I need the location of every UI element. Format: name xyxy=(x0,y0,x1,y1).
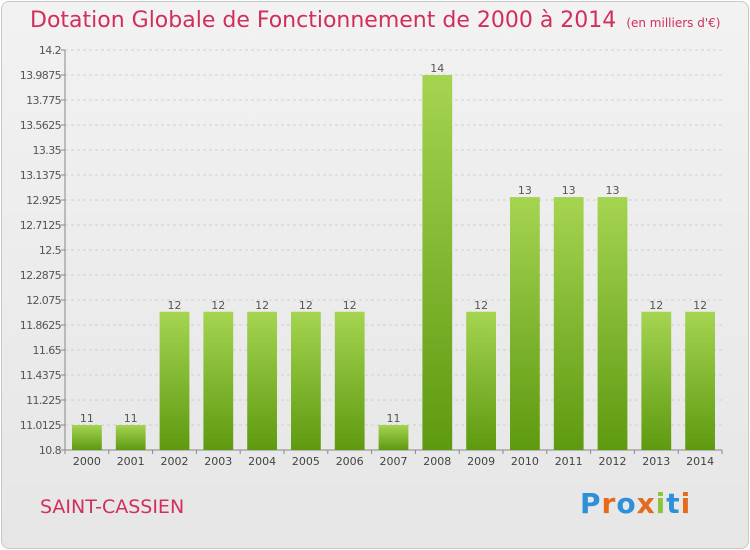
x-axis: 2000 2001 2002 2003 2004 2005 2006 2007 2008 2009… xyxy=(64,450,723,468)
data-label: 11 xyxy=(124,412,138,425)
data-label: 12 xyxy=(474,299,488,312)
chart-title: Dotation Globale de Fonctionnement de 20… xyxy=(30,8,721,33)
x-tick-label: 2008 xyxy=(423,455,451,468)
bar xyxy=(641,311,672,450)
bars xyxy=(72,75,715,450)
bar xyxy=(422,75,453,450)
y-tick-label: 11.0125 xyxy=(20,419,62,432)
x-tick-label: 2012 xyxy=(599,455,627,468)
bar xyxy=(334,311,365,450)
x-tick-label: 2002 xyxy=(161,455,189,468)
data-label: 12 xyxy=(343,299,357,312)
bar xyxy=(247,311,277,450)
bar xyxy=(510,197,540,450)
bar xyxy=(72,425,102,450)
logo-letter: i xyxy=(680,487,692,520)
logo-letter: o xyxy=(616,487,637,520)
data-label: 14 xyxy=(430,62,444,75)
bar xyxy=(378,425,409,450)
data-label: 12 xyxy=(211,299,225,312)
chart-subtitle: (en milliers d'€) xyxy=(626,16,721,30)
y-tick-label: 11.225 xyxy=(26,394,61,407)
x-tick-label: 2000 xyxy=(73,455,101,468)
city-name: SAINT-CASSIEN xyxy=(40,496,185,518)
x-tick-label: 2011 xyxy=(555,455,583,468)
y-tick-label: 12.2875 xyxy=(20,269,62,282)
bar xyxy=(553,197,584,450)
data-label: 12 xyxy=(649,299,663,312)
bar xyxy=(685,311,715,450)
y-tick-label: 12.925 xyxy=(26,194,61,207)
y-tick-label: 14.2 xyxy=(39,44,61,57)
x-tick-label: 2001 xyxy=(117,455,145,468)
logo-letter: i xyxy=(655,487,667,520)
x-tick-label: 2009 xyxy=(467,455,495,468)
logo-letter: P xyxy=(580,487,602,520)
y-tick-label: 12.7125 xyxy=(20,219,62,232)
data-label: 13 xyxy=(606,184,620,197)
x-tick-label: 2006 xyxy=(336,455,364,468)
proxiti-logo: Proxiti xyxy=(580,487,691,520)
bar xyxy=(597,197,628,450)
y-tick-label: 11.8625 xyxy=(20,319,62,332)
bar xyxy=(203,311,234,450)
x-tick-label: 2004 xyxy=(248,455,276,468)
x-tick-label: 2014 xyxy=(686,455,714,468)
y-tick-label: 11.65 xyxy=(33,344,62,357)
bar xyxy=(466,311,496,450)
logo-letter: t xyxy=(666,487,681,520)
y-tick-label: 13.5625 xyxy=(20,119,62,132)
y-tick-label: 12.075 xyxy=(26,294,61,307)
y-tick-label: 11.4375 xyxy=(20,369,62,382)
y-tick-label: 13.35 xyxy=(33,144,62,157)
bar xyxy=(159,311,190,450)
data-label: 13 xyxy=(518,184,532,197)
y-tick-label: 13.9875 xyxy=(20,69,62,82)
x-tick-label: 2007 xyxy=(380,455,408,468)
data-label: 12 xyxy=(255,299,269,312)
logo-letter: x xyxy=(636,487,656,520)
x-tick-label: 2005 xyxy=(292,455,320,468)
logo-letter: r xyxy=(601,487,617,520)
y-tick-label: 13.1375 xyxy=(20,169,62,182)
bar xyxy=(115,425,146,450)
bar xyxy=(291,311,321,450)
y-axis: 10.8 11.0125 11.225 11.4375 11.65 11.8625 12.0… xyxy=(20,44,722,457)
data-labels: 11 11 12 12 12 12 12 11 14 12 13 13 13 12 12 xyxy=(80,62,707,425)
y-tick-label: 12.5 xyxy=(39,244,62,257)
data-label: 12 xyxy=(299,299,313,312)
x-tick-label: 2003 xyxy=(204,455,232,468)
data-label: 12 xyxy=(693,299,707,312)
x-tick-label: 2010 xyxy=(511,455,539,468)
data-label: 12 xyxy=(168,299,182,312)
x-tick-label: 2013 xyxy=(642,455,670,468)
y-tick-label: 13.775 xyxy=(26,94,61,107)
y-tick-label: 10.8 xyxy=(39,444,62,457)
data-label: 11 xyxy=(387,412,401,425)
data-label: 11 xyxy=(80,412,94,425)
data-label: 13 xyxy=(562,184,576,197)
